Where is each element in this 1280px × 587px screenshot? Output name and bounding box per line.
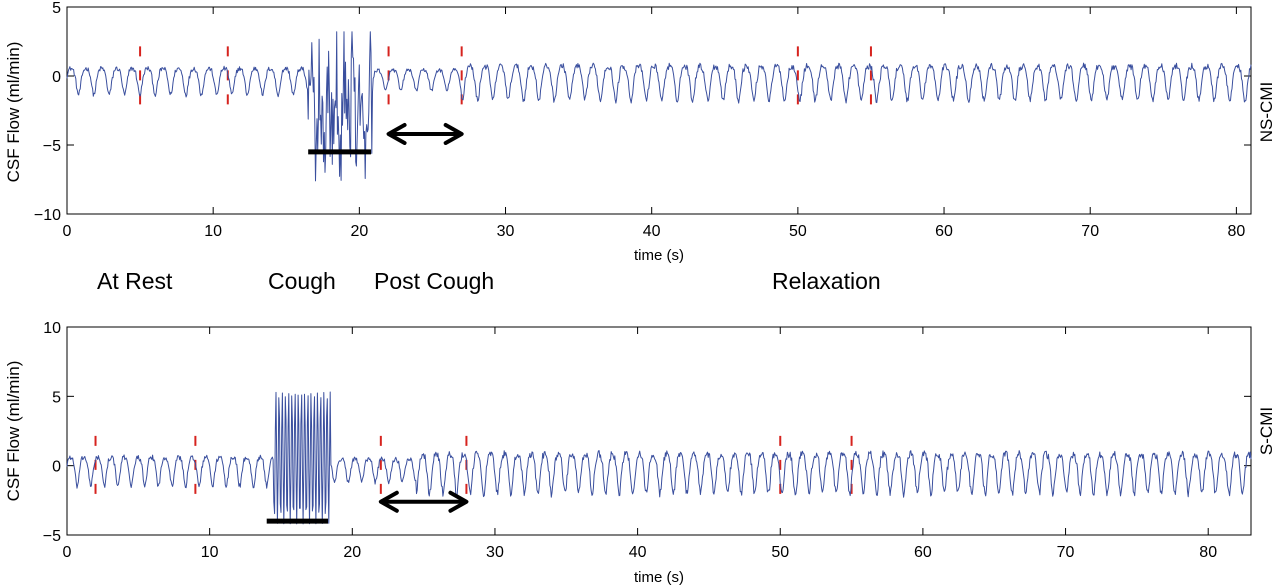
- x-tick-label: 0: [63, 544, 72, 561]
- x-axis: 0 10 20 30 40 50 60 70 80: [63, 7, 1245, 240]
- plot-frame: [66, 326, 1252, 536]
- x-tick-label: 40: [629, 544, 647, 561]
- y-tick-label: 0: [52, 459, 61, 476]
- phase-label-at-rest: At Rest: [97, 268, 173, 294]
- x-tick-label: 80: [1199, 544, 1217, 561]
- x-tick-label: 60: [935, 223, 953, 240]
- x-tick-label: 70: [1081, 223, 1099, 240]
- x-tick-label: 0: [63, 223, 72, 240]
- x-tick-label: 10: [204, 223, 222, 240]
- y-tick-label: 0: [52, 69, 61, 86]
- ns-cmi-panel: 50−5−10 0 10 20 30 40 50 60 70 80 time (s) CSF F…: [4, 0, 1276, 264]
- arrow-head-left: [378, 490, 399, 513]
- y-axis-title: CSF Flow (ml/min): [4, 361, 23, 502]
- y-tick-label: −10: [34, 207, 61, 224]
- x-tick-label: 50: [771, 544, 789, 561]
- arrow-head-right: [443, 122, 464, 145]
- x-tick-label: 50: [789, 223, 807, 240]
- flow-series-line: [66, 391, 1252, 525]
- y-tick-label: 5: [52, 0, 61, 17]
- y-axis-title: CSF Flow (ml/min): [4, 42, 23, 183]
- flow-series-line: [66, 31, 1252, 182]
- x-tick-label: 40: [643, 223, 661, 240]
- x-tick-label: 20: [350, 223, 368, 240]
- x-tick-label: 80: [1227, 223, 1245, 240]
- post-cough-double-arrow: [378, 490, 469, 513]
- phase-label-cough: Cough: [268, 268, 336, 294]
- x-tick-label: 60: [914, 544, 932, 561]
- x-tick-label: 10: [201, 544, 219, 561]
- y-tick-label: 10: [43, 320, 61, 337]
- x-tick-label: 20: [343, 544, 361, 561]
- x-axis: 0 10 20 30 40 50 60 70 80: [63, 327, 1217, 561]
- y-axis: 10 5 0 −5: [43, 320, 1251, 545]
- x-axis-title: time (s): [634, 247, 684, 264]
- panel-label-s-cmi: S-CMI: [1257, 407, 1276, 455]
- x-axis-title: time (s): [634, 569, 684, 586]
- panel-label-ns-cmi: NS-CMI: [1257, 82, 1276, 142]
- phase-label-relaxation: Relaxation: [772, 268, 881, 294]
- phase-labels: At Rest Cough Post Cough Relaxation: [97, 268, 881, 294]
- y-axis: 5 0 −5 −10: [34, 0, 1251, 224]
- plot-frame: [66, 6, 1252, 215]
- x-tick-label: 30: [486, 544, 504, 561]
- x-tick-label: 70: [1057, 544, 1075, 561]
- x-tick-label: 30: [497, 223, 515, 240]
- event-markers: [139, 46, 872, 106]
- y-tick-label: −5: [43, 138, 61, 155]
- arrow-head-left: [386, 122, 407, 145]
- post-cough-double-arrow: [386, 122, 464, 145]
- y-tick-label: 5: [52, 389, 61, 406]
- y-tick-label: −5: [43, 528, 61, 545]
- arrow-head-right: [448, 490, 469, 513]
- phase-label-post-cough: Post Cough: [374, 268, 494, 294]
